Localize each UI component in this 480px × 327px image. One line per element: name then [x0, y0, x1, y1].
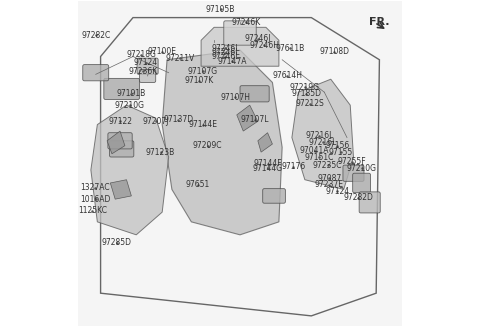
- Text: 97100E: 97100E: [148, 47, 177, 56]
- FancyBboxPatch shape: [359, 192, 380, 213]
- Polygon shape: [162, 50, 282, 235]
- Text: 97107H: 97107H: [220, 93, 250, 102]
- Text: 97137D: 97137D: [163, 115, 193, 124]
- Text: 97107G: 97107G: [188, 67, 218, 76]
- FancyBboxPatch shape: [109, 141, 134, 157]
- Text: 97282D: 97282D: [343, 193, 373, 202]
- Text: 97176: 97176: [281, 162, 306, 171]
- Text: 97614H: 97614H: [272, 72, 302, 80]
- Text: 97151C: 97151C: [305, 152, 334, 162]
- Text: 97246L: 97246L: [211, 44, 240, 53]
- Text: 97246L: 97246L: [211, 48, 240, 57]
- Polygon shape: [201, 27, 279, 66]
- Text: 97246K: 97246K: [232, 18, 261, 27]
- Text: 97108D: 97108D: [319, 47, 349, 56]
- Text: FR.: FR.: [369, 17, 390, 27]
- Text: 97246L: 97246L: [211, 52, 240, 61]
- Polygon shape: [107, 131, 125, 154]
- Text: 97219G: 97219G: [290, 83, 320, 92]
- Text: 97124: 97124: [325, 187, 349, 196]
- Text: 97255F: 97255F: [337, 157, 366, 166]
- Text: 97285D: 97285D: [102, 238, 132, 248]
- Text: 97144F: 97144F: [253, 159, 282, 168]
- Text: 97216L: 97216L: [305, 131, 334, 140]
- Text: 97218G: 97218G: [126, 50, 156, 60]
- Text: 97122: 97122: [108, 117, 132, 126]
- FancyBboxPatch shape: [137, 58, 158, 74]
- Text: 97105B: 97105B: [206, 5, 235, 14]
- Polygon shape: [292, 79, 353, 189]
- Text: 97246H: 97246H: [249, 41, 279, 50]
- Text: 97237E: 97237E: [315, 180, 344, 189]
- FancyBboxPatch shape: [240, 86, 269, 102]
- Text: 97210G: 97210G: [115, 101, 145, 110]
- Text: 97156: 97156: [325, 141, 349, 150]
- Text: 97041A: 97041A: [300, 146, 329, 155]
- Text: 97282C: 97282C: [81, 31, 110, 40]
- Polygon shape: [91, 105, 168, 235]
- FancyBboxPatch shape: [224, 21, 256, 45]
- Text: 97611B: 97611B: [276, 44, 305, 53]
- FancyBboxPatch shape: [140, 69, 156, 82]
- FancyBboxPatch shape: [104, 78, 140, 99]
- Polygon shape: [237, 105, 258, 131]
- Polygon shape: [110, 180, 132, 199]
- Text: 97207J: 97207J: [143, 117, 169, 126]
- Text: 1327AC: 1327AC: [80, 183, 109, 192]
- Text: 97236K: 97236K: [128, 67, 157, 76]
- FancyBboxPatch shape: [353, 173, 371, 193]
- Text: 97123B: 97123B: [146, 148, 175, 157]
- Text: 97155: 97155: [328, 148, 353, 157]
- Text: 97147A: 97147A: [217, 57, 247, 66]
- Text: 97107K: 97107K: [185, 76, 214, 85]
- Text: 97246J: 97246J: [245, 34, 271, 43]
- Text: 97210G: 97210G: [347, 164, 377, 173]
- Text: 97144E: 97144E: [188, 120, 217, 129]
- Text: 97087: 97087: [317, 174, 341, 182]
- FancyBboxPatch shape: [83, 65, 108, 81]
- Text: 97191B: 97191B: [117, 89, 146, 98]
- Text: 1016AD: 1016AD: [81, 195, 111, 204]
- Polygon shape: [258, 133, 273, 152]
- Text: 97209C: 97209C: [193, 141, 222, 150]
- Text: 97235C: 97235C: [313, 161, 342, 170]
- Text: 97124: 97124: [134, 59, 158, 67]
- Text: 97216L: 97216L: [309, 138, 337, 147]
- Text: 97212S: 97212S: [295, 99, 324, 108]
- Text: 97185D: 97185D: [291, 89, 322, 98]
- Text: 97107L: 97107L: [240, 115, 269, 124]
- Text: 97651: 97651: [186, 180, 210, 189]
- Text: 97144G: 97144G: [252, 164, 283, 173]
- Text: 97211V: 97211V: [166, 54, 195, 63]
- FancyBboxPatch shape: [343, 165, 364, 181]
- FancyBboxPatch shape: [108, 133, 132, 149]
- Text: 1125KC: 1125KC: [78, 206, 107, 215]
- FancyBboxPatch shape: [263, 189, 286, 203]
